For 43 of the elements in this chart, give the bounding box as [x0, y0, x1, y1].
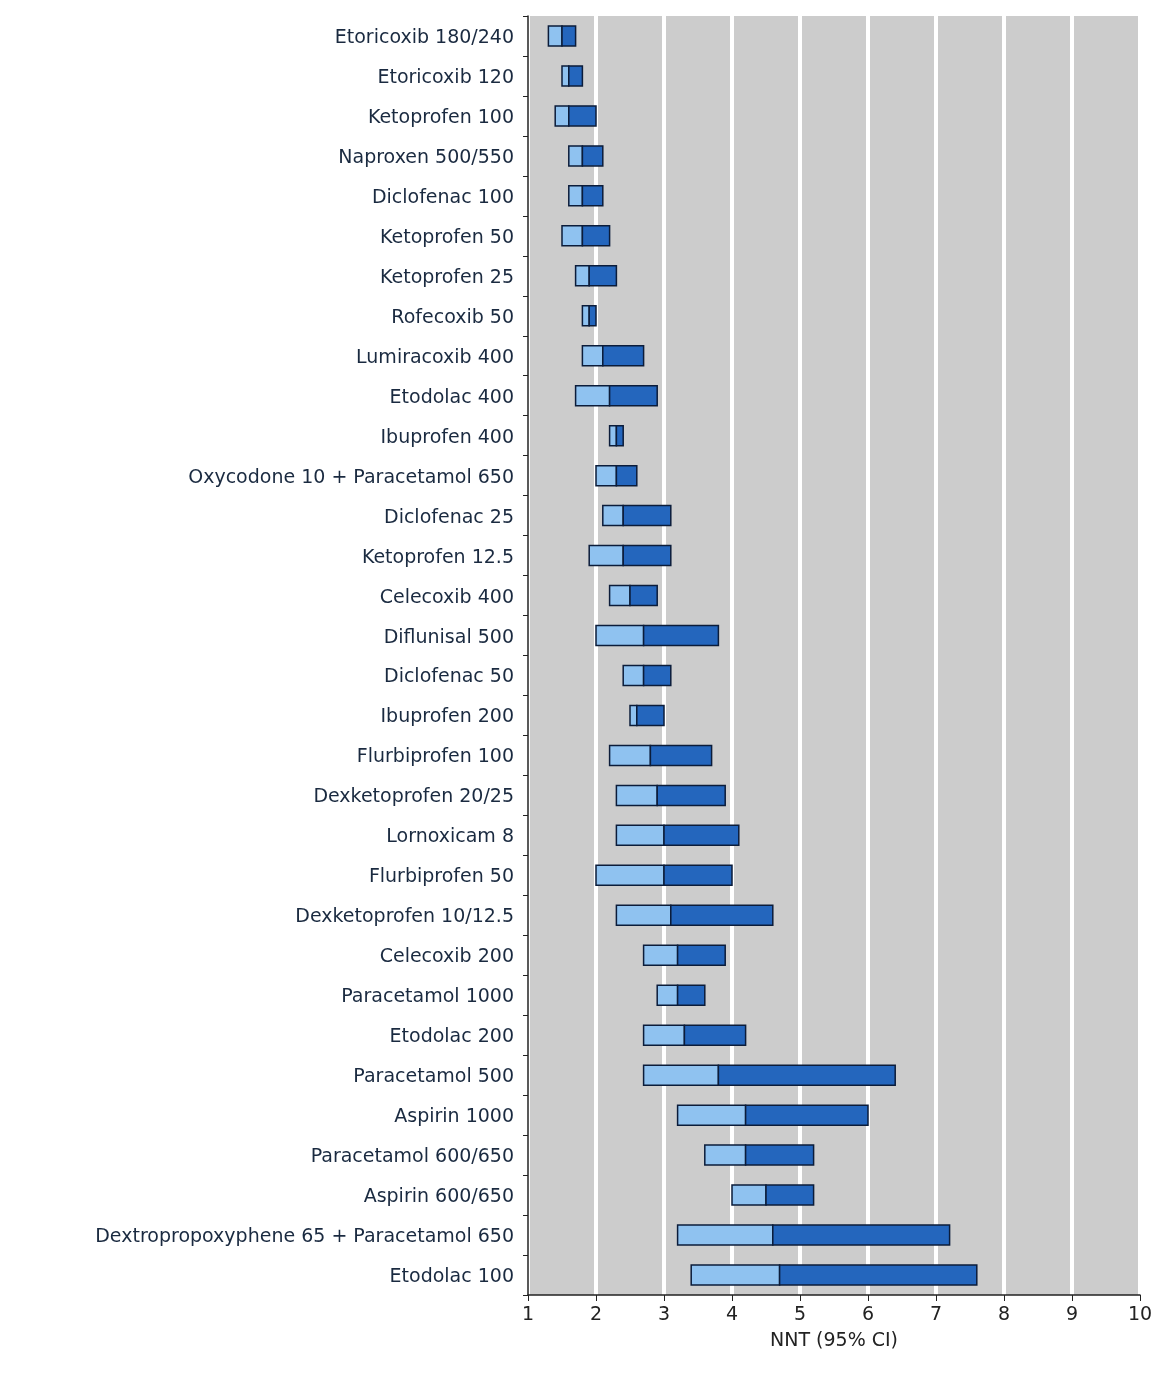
- y-tick-label: Diflunisal 500: [383, 624, 514, 647]
- y-tick-label: Paracetamol 600/650: [310, 1144, 514, 1167]
- y-tick-label: Dextropropoxyphene 65 + Paracetamol 650: [95, 1224, 514, 1247]
- y-tick-label: Diclofenac 25: [384, 504, 514, 527]
- y-tick-label: Ketoprofen 25: [380, 264, 514, 287]
- y-tick-label: Diclofenac 100: [371, 184, 514, 207]
- y-tick-label: Paracetamol 1000: [341, 984, 514, 1007]
- y-tick-label: Rofecoxib 50: [391, 304, 514, 327]
- x-tick-label: 9: [1065, 1301, 1079, 1324]
- y-tick-label: Dexketoprofen 10/12.5: [295, 904, 514, 927]
- x-tick-label: 5: [793, 1301, 807, 1324]
- y-tick-label: Ibuprofen 200: [380, 704, 514, 727]
- y-tick-label: Flurbiprofen 100: [356, 744, 514, 767]
- y-tick-label: Dexketoprofen 20/25: [313, 784, 514, 807]
- x-tick-label: 4: [725, 1301, 739, 1324]
- y-tick-label: Etodolac 100: [389, 1264, 514, 1287]
- y-tick-label: Etodolac 200: [389, 1024, 514, 1047]
- x-tick-label: 10: [1127, 1301, 1153, 1324]
- y-tick-label: Aspirin 1000: [394, 1104, 514, 1127]
- y-tick-label: Etoricoxib 180/240: [334, 24, 514, 47]
- x-tick-label: 6: [861, 1301, 875, 1324]
- y-tick-label: Etodolac 400: [389, 384, 514, 407]
- y-tick-label: Ibuprofen 400: [380, 424, 514, 447]
- y-tick-label: Lumiracoxib 400: [356, 344, 514, 367]
- y-tick-label: Diclofenac 50: [384, 664, 514, 687]
- y-tick-label: Ketoprofen 12.5: [361, 544, 514, 567]
- y-tick-label: Flurbiprofen 50: [368, 864, 514, 887]
- y-tick-label: Celecoxib 400: [379, 584, 514, 607]
- x-tick-label: 8: [997, 1301, 1011, 1324]
- x-tick-label: 1: [521, 1301, 535, 1324]
- y-tick-label: Lornoxicam 8: [386, 824, 514, 847]
- y-tick-label: Etoricoxib 120: [377, 64, 514, 87]
- y-tick-label: Oxycodone 10 + Paracetamol 650: [188, 464, 514, 487]
- x-axis-title: NNT (95% CI): [769, 1327, 899, 1350]
- x-tick-label: 2: [589, 1301, 603, 1324]
- y-tick-label: Ketoprofen 50: [380, 224, 514, 247]
- y-tick-label: Celecoxib 200: [379, 944, 514, 967]
- y-tick-label: Aspirin 600/650: [363, 1184, 514, 1207]
- x-tick-label: 7: [929, 1301, 943, 1324]
- y-tick-label: Ketoprofen 100: [367, 104, 514, 127]
- y-tick-label: Paracetamol 500: [353, 1064, 514, 1087]
- y-tick-label: Naproxen 500/550: [338, 144, 514, 167]
- x-tick-label: 3: [657, 1301, 671, 1324]
